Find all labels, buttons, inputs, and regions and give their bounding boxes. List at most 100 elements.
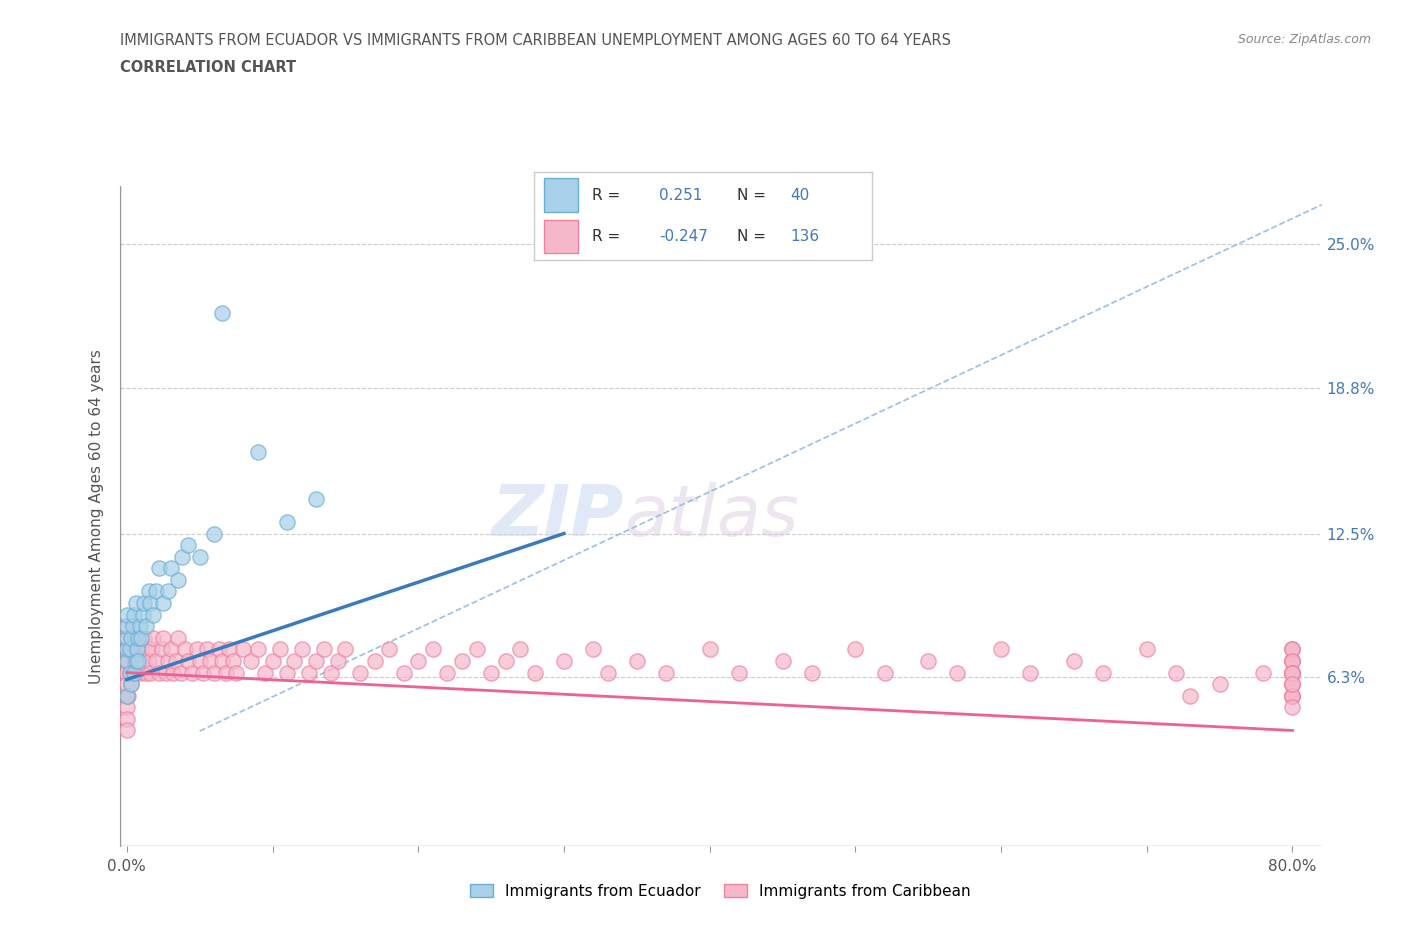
Point [1281, 642, 1303, 657]
Point [162, 665, 184, 680]
Point [125, 654, 148, 669]
Point [121, 618, 143, 633]
Point [202, 526, 225, 541]
Point [122, 654, 145, 669]
Point [150, 642, 173, 657]
Point [174, 642, 197, 657]
Point [1180, 688, 1202, 703]
Point [946, 665, 969, 680]
Point [1281, 665, 1303, 680]
Point [1281, 665, 1303, 680]
Point [1281, 700, 1303, 715]
Point [1281, 688, 1303, 703]
Point [120, 631, 142, 645]
Point [1281, 677, 1303, 692]
Point [124, 642, 146, 657]
Point [141, 642, 163, 657]
Point [523, 665, 546, 680]
Point [917, 654, 939, 669]
Point [139, 665, 162, 680]
Point [699, 642, 721, 657]
Point [138, 584, 160, 599]
Point [129, 618, 152, 633]
Point [222, 654, 245, 669]
Point [1281, 654, 1303, 669]
Point [115, 618, 138, 633]
Point [1281, 665, 1303, 680]
Point [156, 654, 179, 669]
Point [436, 665, 458, 680]
Point [115, 677, 138, 692]
Text: 40: 40 [790, 188, 810, 203]
Point [305, 491, 328, 506]
Point [115, 642, 138, 657]
Point [553, 654, 575, 669]
Point [142, 607, 165, 622]
Point [124, 595, 146, 610]
Point [291, 642, 314, 657]
Text: IMMIGRANTS FROM ECUADOR VS IMMIGRANTS FROM CARIBBEAN UNEMPLOYMENT AMONG AGES 60 : IMMIGRANTS FROM ECUADOR VS IMMIGRANTS FR… [120, 33, 950, 47]
Text: ZIP: ZIP [492, 482, 624, 551]
Point [1281, 688, 1303, 703]
Point [115, 642, 138, 657]
Point [335, 642, 357, 657]
Point [772, 654, 794, 669]
Point [1281, 665, 1303, 680]
Point [166, 631, 188, 645]
Point [1253, 665, 1275, 680]
Point [117, 688, 139, 703]
Text: Source: ZipAtlas.com: Source: ZipAtlas.com [1237, 33, 1371, 46]
Text: -0.247: -0.247 [659, 229, 709, 244]
Point [363, 654, 385, 669]
Point [188, 550, 211, 565]
Point [254, 665, 277, 680]
Point [479, 665, 502, 680]
Point [1208, 677, 1230, 692]
Point [127, 631, 149, 645]
Point [207, 642, 229, 657]
Point [120, 677, 142, 692]
Point [177, 654, 200, 669]
Point [655, 665, 678, 680]
Point [198, 654, 221, 669]
Point [1281, 688, 1303, 703]
Text: CORRELATION CHART: CORRELATION CHART [120, 60, 295, 75]
Point [211, 654, 233, 669]
Bar [544, 179, 578, 212]
Point [378, 642, 401, 657]
Point [115, 665, 138, 680]
Point [1281, 642, 1303, 657]
Point [152, 631, 174, 645]
Point [124, 654, 146, 669]
Point [115, 631, 138, 645]
Point [283, 654, 305, 669]
Point [129, 665, 152, 680]
Point [131, 642, 153, 657]
Point [495, 654, 517, 669]
Text: N =: N = [737, 188, 766, 203]
Point [148, 665, 170, 680]
Point [118, 665, 141, 680]
Point [115, 631, 138, 645]
Text: N =: N = [737, 229, 766, 244]
Point [132, 654, 155, 669]
Point [509, 642, 531, 657]
Point [159, 642, 181, 657]
Point [305, 654, 328, 669]
Point [246, 445, 269, 459]
Point [1136, 642, 1159, 657]
Point [122, 665, 145, 680]
Point [115, 723, 138, 737]
Text: R =: R = [592, 229, 620, 244]
Point [165, 654, 187, 669]
Point [127, 631, 149, 645]
Point [166, 573, 188, 588]
Point [1281, 665, 1303, 680]
Point [115, 607, 138, 622]
Point [262, 654, 284, 669]
Legend: Immigrants from Ecuador, Immigrants from Caribbean: Immigrants from Ecuador, Immigrants from… [464, 877, 977, 905]
Point [177, 538, 200, 552]
Point [121, 665, 143, 680]
Point [122, 631, 145, 645]
Text: atlas: atlas [624, 482, 799, 551]
